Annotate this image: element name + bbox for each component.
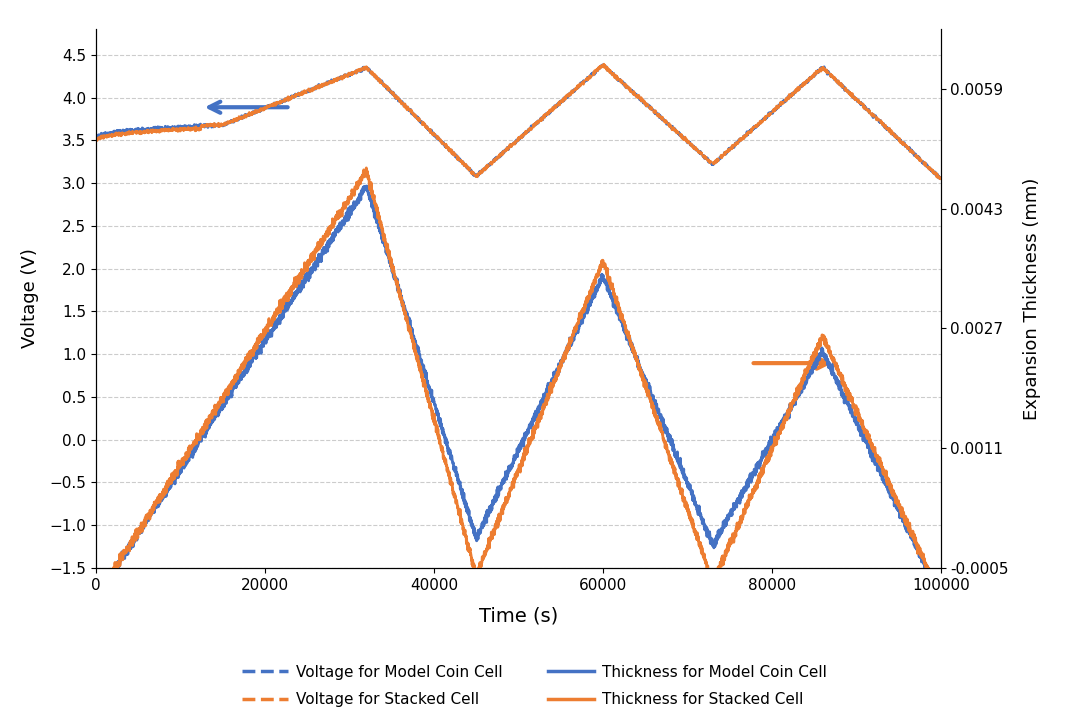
Voltage for Stacked Cell [598, 60, 610, 68]
Thickness for Model Coin Cell [703, 531, 716, 539]
Voltage for Stacked Cell [445, 146, 458, 155]
Y-axis label: Expansion Thickness (mm): Expansion Thickness (mm) [1023, 178, 1041, 419]
Thickness for Model Coin Cell [445, 452, 458, 461]
Voltage for Stacked Cell [934, 175, 947, 183]
Voltage for Model Coin Cell [491, 153, 503, 162]
Thickness for Stacked Cell [934, 593, 947, 602]
Legend: Voltage for Model Coin Cell, Voltage for Stacked Cell, Thickness for Model Coin : Voltage for Model Coin Cell, Voltage for… [236, 659, 833, 713]
Voltage for Stacked Cell [909, 151, 921, 159]
X-axis label: Time (s): Time (s) [479, 606, 558, 625]
Thickness for Model Coin Cell [909, 539, 921, 548]
Line: Thickness for Stacked Cell: Thickness for Stacked Cell [96, 168, 941, 600]
Voltage for Model Coin Cell [451, 154, 464, 163]
Voltage for Stacked Cell [867, 111, 880, 119]
Thickness for Model Coin Cell [360, 181, 373, 190]
Line: Thickness for Model Coin Cell: Thickness for Model Coin Cell [96, 186, 941, 601]
Thickness for Stacked Cell [492, 523, 505, 531]
Line: Voltage for Stacked Cell: Voltage for Stacked Cell [96, 64, 941, 179]
Voltage for Model Coin Cell [909, 150, 921, 159]
Thickness for Stacked Cell [445, 479, 458, 488]
Thickness for Model Coin Cell [492, 483, 505, 491]
Voltage for Stacked Cell [90, 136, 103, 145]
Thickness for Stacked Cell [867, 443, 880, 452]
Voltage for Model Coin Cell [597, 60, 609, 69]
Voltage for Stacked Cell [703, 157, 716, 166]
Thickness for Model Coin Cell [90, 591, 103, 600]
Thickness for Stacked Cell [703, 570, 716, 579]
Voltage for Stacked Cell [491, 154, 503, 162]
Thickness for Model Coin Cell [867, 450, 880, 459]
Thickness for Model Coin Cell [934, 597, 947, 606]
Voltage for Stacked Cell [451, 154, 464, 162]
Line: Voltage for Model Coin Cell: Voltage for Model Coin Cell [96, 65, 941, 179]
Voltage for Model Coin Cell [703, 157, 716, 166]
Voltage for Model Coin Cell [934, 175, 947, 183]
Thickness for Stacked Cell [909, 536, 921, 545]
Voltage for Stacked Cell [934, 174, 947, 183]
Thickness for Stacked Cell [90, 591, 103, 600]
Thickness for Stacked Cell [452, 505, 465, 514]
Thickness for Stacked Cell [90, 596, 103, 604]
Thickness for Model Coin Cell [934, 593, 947, 601]
Voltage for Model Coin Cell [867, 111, 880, 120]
Voltage for Model Coin Cell [445, 147, 458, 156]
Thickness for Stacked Cell [360, 164, 373, 173]
Thickness for Model Coin Cell [451, 477, 464, 486]
Voltage for Model Coin Cell [90, 133, 103, 142]
Y-axis label: Voltage (V): Voltage (V) [20, 248, 38, 349]
